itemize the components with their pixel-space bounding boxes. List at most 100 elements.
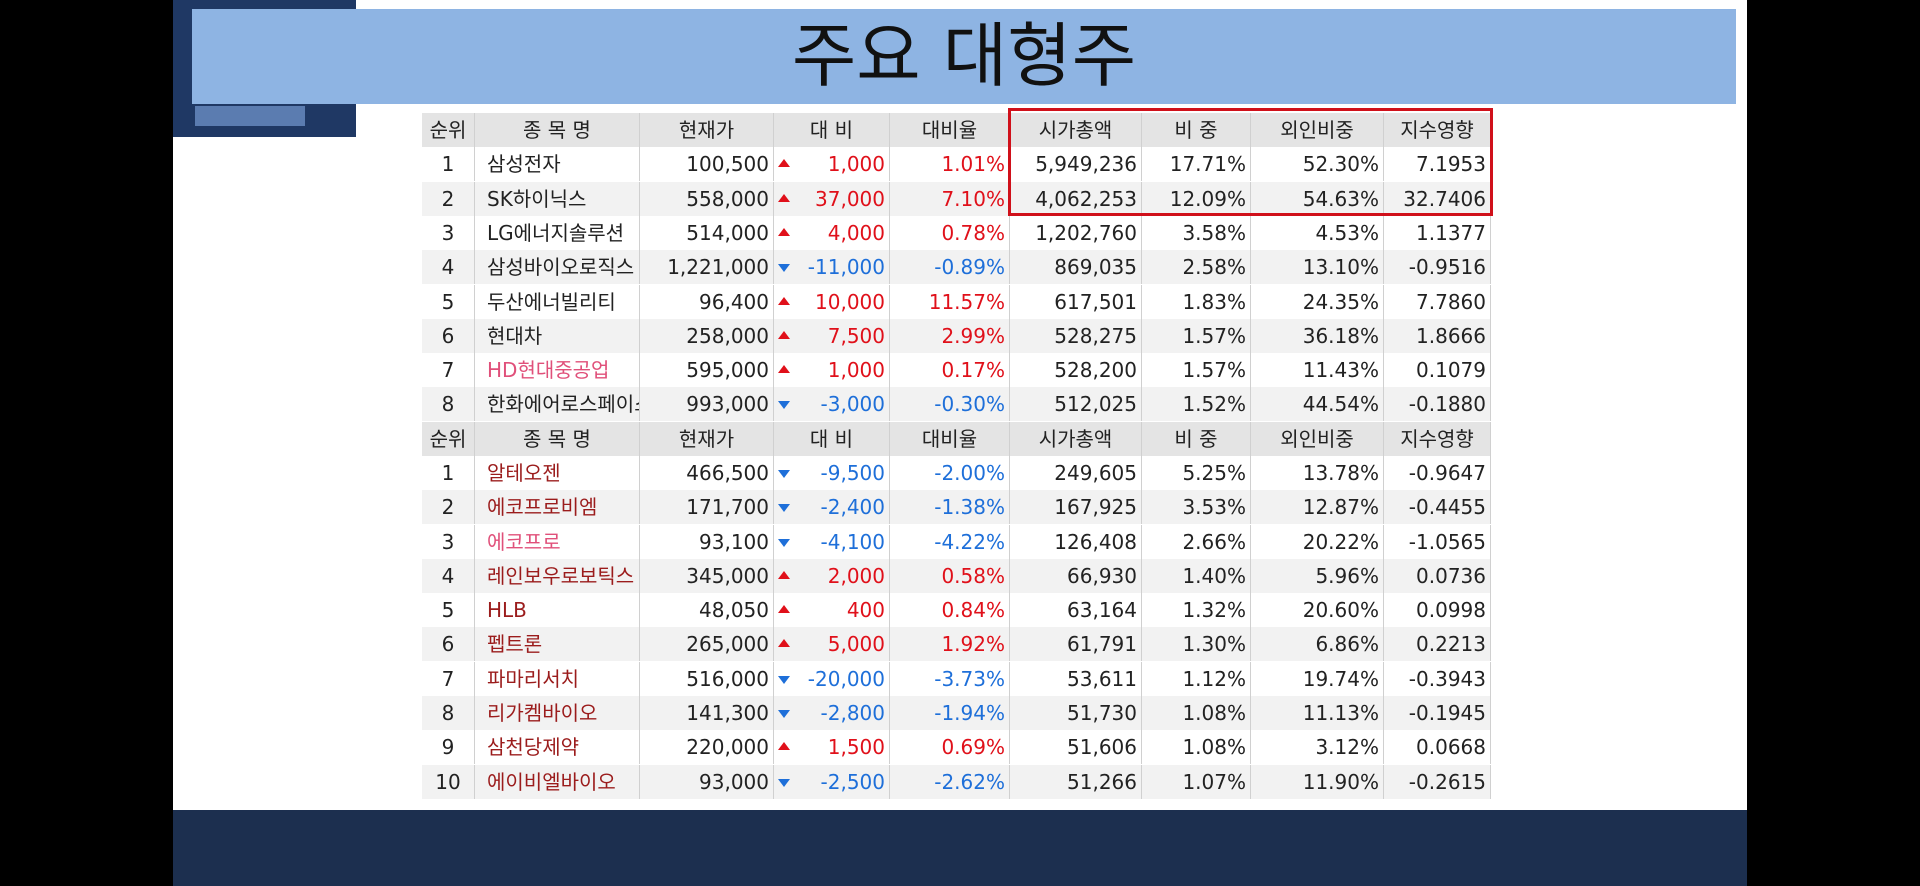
rank: 5 (422, 284, 475, 319)
cell-text: -4,100 (820, 529, 885, 554)
cell-text: LG에너지솔루션 (487, 220, 625, 245)
change-rate: 0.17% (890, 353, 1010, 388)
header-row: 순위 종 목 명 현재가 대 비 대비율 시가총액 비 중 외인비중 지수영향 (422, 113, 1491, 147)
cell-text: -0.89% (934, 255, 1005, 280)
cell-text: 0.0668 (1416, 735, 1486, 760)
market-cap: 63,164 (1010, 593, 1142, 628)
cell-text: 37,000 (815, 186, 885, 211)
data-row: 10 에이비엘바이오 93,000 -2,500 -2.62% 51,266 1.07% 11… (422, 764, 1491, 799)
change: 400 (774, 593, 890, 628)
weight: 17.71% (1142, 147, 1251, 182)
foreign-ratio: 11.43% (1251, 353, 1384, 388)
cell-text: -0.1945 (1408, 701, 1486, 726)
change-rate: -1.38% (890, 490, 1010, 525)
cell-text: 1,202,760 (1035, 220, 1137, 245)
up-arrow (778, 570, 790, 579)
stock-name: 현대차 (475, 318, 640, 353)
up-arrow (778, 193, 790, 202)
cell-text: 52.30% (1302, 152, 1379, 177)
cell-text: 3.12% (1315, 735, 1379, 760)
cell-text: 466,500 (686, 460, 769, 485)
rank: 6 (422, 318, 475, 353)
header-cell: 대 비 (774, 421, 890, 456)
data-row: 8 리가켐바이오 141,300 -2,800 -1.94% 51,730 1.08% 11.… (422, 696, 1491, 731)
foreign-ratio: 54.63% (1251, 181, 1384, 216)
cell-text: 345,000 (686, 563, 769, 588)
data-row: 6 현대차 258,000 7,500 2.99% 528,275 1.57% 36.18% 1… (422, 318, 1491, 353)
cell-text: 3 (441, 220, 455, 245)
cell-text: 20.60% (1302, 598, 1379, 623)
cell-text: -0.30% (934, 392, 1005, 417)
weight: 1.12% (1142, 661, 1251, 696)
stock-name: 에코프로 (475, 524, 640, 559)
change: 1,000 (774, 353, 890, 388)
cell-text: 11.57% (928, 289, 1005, 314)
rank: 3 (422, 215, 475, 250)
change: 37,000 (774, 181, 890, 216)
stock-name: 삼성바이오로직스 (475, 250, 640, 285)
cell-text: 1.57% (1182, 358, 1246, 383)
change-rate: 7.10% (890, 181, 1010, 216)
footer-band (173, 810, 1747, 886)
header-cell: 지수영향 (1384, 113, 1491, 147)
index-impact: 1.1377 (1384, 215, 1491, 250)
market-cap: 51,606 (1010, 730, 1142, 765)
cell-text: 2,000 (827, 563, 885, 588)
cell-text: -20,000 (807, 666, 885, 691)
cell-text: -11,000 (807, 255, 885, 280)
cell-text: 53,611 (1067, 666, 1137, 691)
cell-text: 141,300 (686, 701, 769, 726)
data-row: 4 레인보우로보틱스 345,000 2,000 0.58% 66,930 1.40% 5.9… (422, 558, 1491, 593)
cell-text: 265,000 (686, 632, 769, 657)
change-rate: -1.94% (890, 696, 1010, 731)
data-row: 3 에코프로 93,100 -4,100 -4.22% 126,408 2.66% 20.22… (422, 524, 1491, 559)
down-arrow (778, 401, 790, 410)
foreign-ratio: 24.35% (1251, 284, 1384, 319)
corner-accent (195, 106, 305, 126)
cell-text: SK하이닉스 (487, 186, 587, 211)
stock-name: HLB (475, 593, 640, 628)
cell-text: -1.94% (934, 701, 1005, 726)
up-arrow (778, 159, 790, 168)
change: 10,000 (774, 284, 890, 319)
cell-text: 3.58% (1182, 220, 1246, 245)
rank: 1 (422, 455, 475, 490)
cell-text: 7 (441, 358, 455, 383)
price: 93,100 (640, 524, 774, 559)
data-row: 8 한화에어로스페이스 993,000 -3,000 -0.30% 512,025 1.52… (422, 387, 1491, 422)
cell-text: 0.84% (941, 598, 1005, 623)
cell-text: 617,501 (1054, 289, 1137, 314)
data-row: 9 삼천당제약 220,000 1,500 0.69% 51,606 1.08% 3.12% 0… (422, 730, 1491, 765)
cell-text: 528,200 (1054, 358, 1137, 383)
stock-name: 파마리서치 (475, 661, 640, 696)
weight: 2.66% (1142, 524, 1251, 559)
stock-name: LG에너지솔루션 (475, 215, 640, 250)
cell-text: 1.08% (1182, 735, 1246, 760)
header-cell: 시가총액 (1010, 113, 1142, 147)
cell-text: 알테오젠 (487, 460, 561, 485)
cell-text: 6 (441, 323, 455, 348)
stock-name: 두산에너빌리티 (475, 284, 640, 319)
price: 1,221,000 (640, 250, 774, 285)
cell-text: 8 (441, 392, 455, 417)
rank: 4 (422, 250, 475, 285)
index-impact: 1.8666 (1384, 318, 1491, 353)
change: 4,000 (774, 215, 890, 250)
foreign-ratio: 52.30% (1251, 147, 1384, 182)
cell-text: 1,000 (827, 152, 885, 177)
title: 주요 대형주 (791, 15, 1137, 97)
header-cell: 대비율 (890, 113, 1010, 147)
cell-text: -0.3943 (1408, 666, 1486, 691)
foreign-ratio: 12.87% (1251, 490, 1384, 525)
price: 258,000 (640, 318, 774, 353)
cell-text: -1.38% (934, 495, 1005, 520)
cell-text: 리가켐바이오 (487, 701, 598, 726)
foreign-ratio: 44.54% (1251, 387, 1384, 422)
cell-text: 63,164 (1067, 598, 1137, 623)
price: 141,300 (640, 696, 774, 731)
weight: 1.07% (1142, 764, 1251, 799)
header-cell: 외인비중 (1251, 421, 1384, 456)
cell-text: 1.32% (1182, 598, 1246, 623)
up-arrow (778, 227, 790, 236)
cell-text: -0.9516 (1408, 255, 1486, 280)
